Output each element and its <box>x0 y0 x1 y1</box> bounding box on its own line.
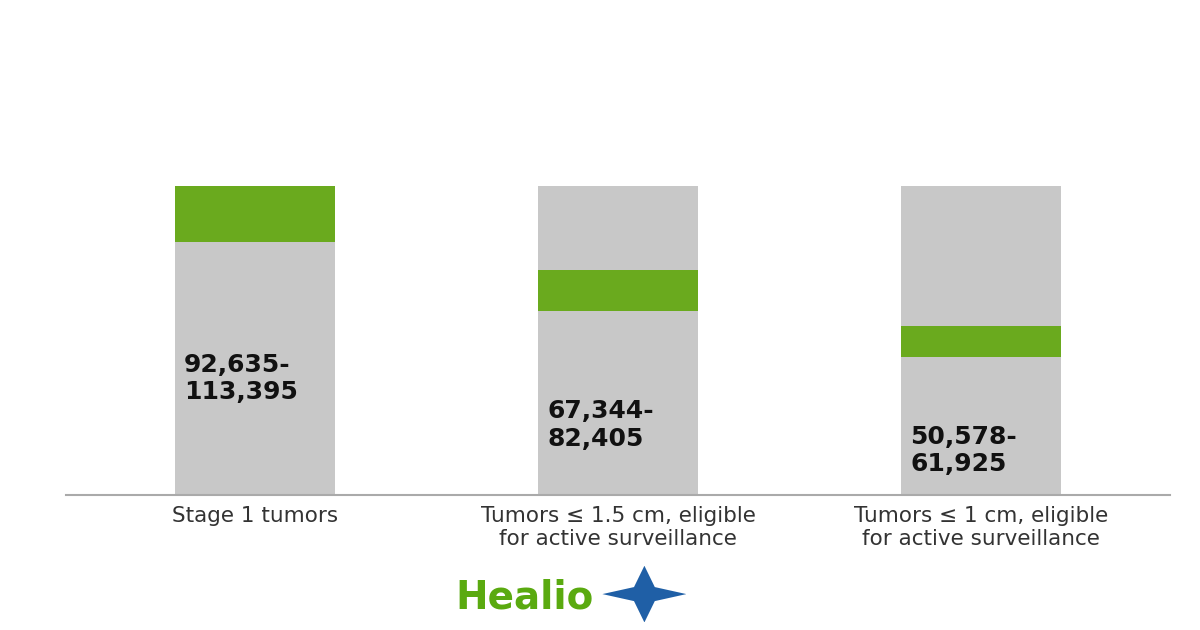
Bar <box>538 270 698 311</box>
Text: Stage 1 tumors: Stage 1 tumors <box>172 506 338 526</box>
Polygon shape <box>602 566 686 622</box>
Bar <box>538 311 698 495</box>
Text: Tumors ≤ 1.5 cm, eligible
for active surveillance: Tumors ≤ 1.5 cm, eligible for active sur… <box>480 506 756 549</box>
Bar <box>901 326 1061 357</box>
Bar <box>901 186 1061 326</box>
Text: Tumors ≤ 1 cm, eligible
for active surveillance: Tumors ≤ 1 cm, eligible for active surve… <box>854 506 1109 549</box>
Text: 67,344-
82,405: 67,344- 82,405 <box>547 399 654 451</box>
Text: Healio: Healio <box>456 578 594 616</box>
Bar <box>901 357 1061 495</box>
Text: Estimated number of U.S. patients with
low-risk PTC diagnoses between 2020-2024:: Estimated number of U.S. patients with l… <box>149 45 1051 127</box>
Bar <box>538 186 698 270</box>
Bar <box>175 186 335 243</box>
Bar <box>175 243 335 495</box>
Text: 92,635-
113,395: 92,635- 113,395 <box>184 353 298 404</box>
Text: 50,578-
61,925: 50,578- 61,925 <box>911 425 1018 476</box>
